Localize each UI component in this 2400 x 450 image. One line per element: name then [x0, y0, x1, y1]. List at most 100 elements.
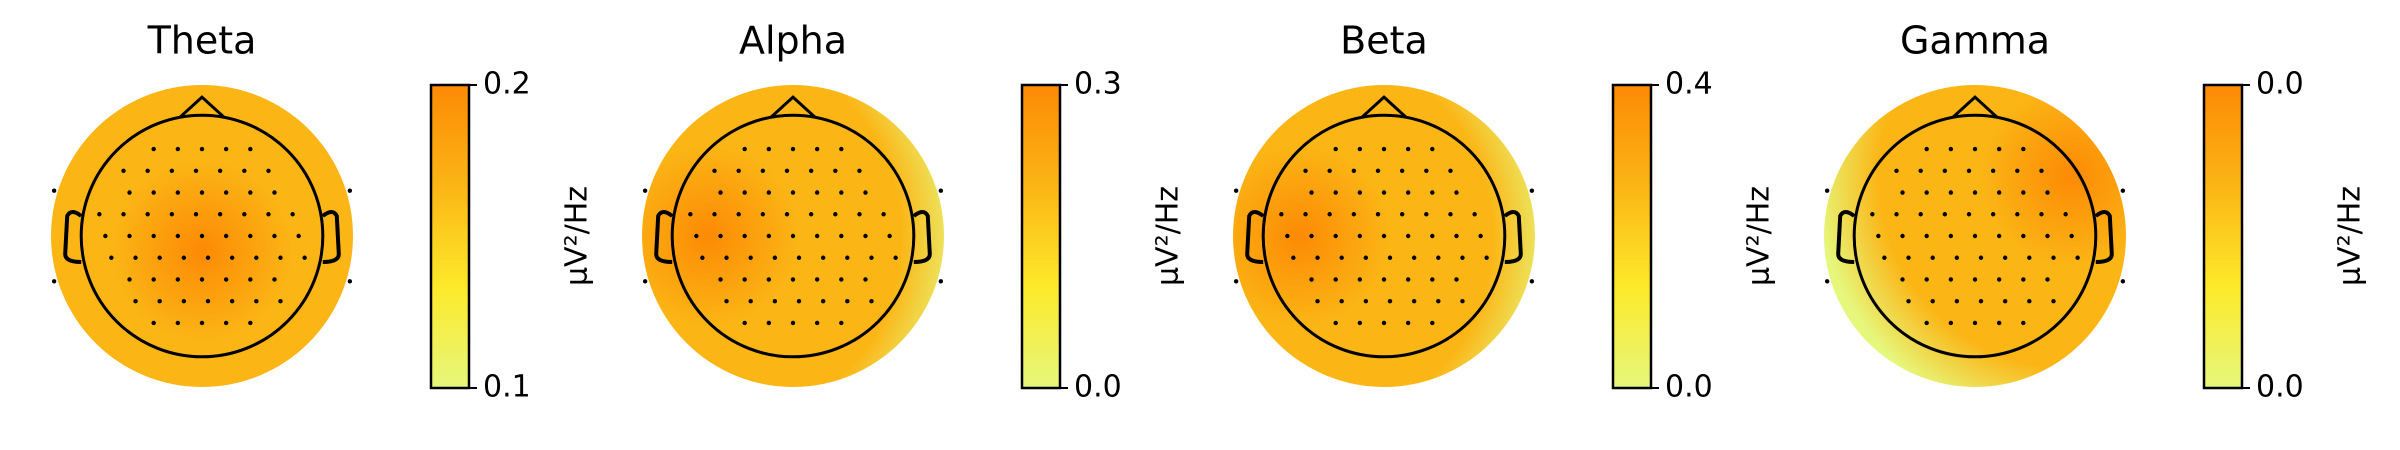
sensor: [1978, 299, 1984, 304]
sensor: [869, 255, 874, 260]
sensor: [1870, 212, 1875, 217]
title: Beta: [1340, 19, 1428, 63]
sensor: [863, 233, 868, 239]
sensor: [1924, 277, 1929, 282]
sensor: [712, 168, 717, 173]
colorbar-label: µV²/Hz: [2333, 186, 2368, 286]
sensor: [772, 299, 778, 304]
sensor: [1954, 299, 1960, 304]
sensor: [1996, 277, 2002, 282]
sensor: [724, 299, 729, 304]
sensor: [642, 279, 648, 284]
sensor: [1900, 233, 1905, 239]
sensor: [1894, 212, 1899, 217]
nose: [1360, 95, 1408, 119]
sensor: [1824, 188, 1830, 193]
sensor: [1824, 279, 1830, 284]
sensor: [814, 146, 820, 152]
sensor: [881, 212, 886, 217]
nose: [1951, 95, 1999, 119]
sensor: [248, 190, 253, 195]
sensor: [718, 190, 723, 195]
sensor: [103, 233, 108, 239]
sensor: [1448, 212, 1453, 217]
sensor: [718, 277, 723, 282]
sensor: [1454, 277, 1459, 282]
sensor: [2002, 299, 2008, 304]
sensor: [938, 188, 944, 193]
sensor: [1966, 212, 1972, 217]
sensor: [278, 255, 283, 260]
sensor: [2120, 188, 2126, 193]
sensor: [248, 277, 253, 282]
sensor: [1357, 277, 1363, 282]
sensor: [2027, 255, 2032, 260]
sensor: [857, 168, 862, 173]
sensor: [175, 320, 181, 326]
head: [670, 113, 916, 359]
sensor: [199, 233, 205, 239]
sensor: [742, 190, 747, 195]
sensor: [278, 299, 283, 304]
sensor: [1381, 277, 1387, 282]
sensor: [2069, 233, 2074, 239]
colorbar: [1020, 83, 1062, 390]
sensor: [248, 146, 253, 152]
sensor: [1333, 190, 1338, 195]
sensor: [893, 255, 898, 260]
sensor: [1357, 146, 1363, 152]
sensor: [1424, 168, 1429, 173]
sensor: [1351, 212, 1357, 217]
sensor: [2021, 277, 2026, 282]
sensor: [760, 168, 766, 173]
sensor: [229, 255, 235, 260]
sensor: [1996, 233, 2002, 239]
sensor: [1309, 190, 1314, 195]
sensor: [839, 277, 844, 282]
sensor: [820, 299, 826, 304]
sensor: [2021, 190, 2026, 195]
sensor: [724, 255, 729, 260]
ear: [1245, 210, 1265, 264]
sensor: [1924, 233, 1929, 239]
sensor: [1405, 146, 1411, 152]
sensor: [2039, 168, 2044, 173]
sensor: [1315, 299, 1320, 304]
sensor: [2045, 277, 2050, 282]
sensor: [109, 255, 114, 260]
sensor: [1924, 146, 1929, 152]
sensor: [1233, 188, 1239, 193]
sensor: [790, 146, 796, 152]
sensor: [748, 299, 753, 304]
ear: [654, 210, 674, 264]
sensor: [217, 212, 223, 217]
sensor: [157, 299, 162, 304]
sensor: [1333, 320, 1338, 326]
sensor: [2027, 299, 2032, 304]
sensor: [254, 299, 259, 304]
sensor: [199, 277, 205, 282]
head: [79, 113, 325, 359]
sensor: [1405, 190, 1411, 195]
sensor: [1900, 277, 1905, 282]
sensor: [121, 168, 126, 173]
sensor: [857, 212, 862, 217]
sensor: [193, 212, 199, 217]
colorbar-tick-label: 0.1: [483, 370, 531, 405]
colorbar-tick-label: 0.2: [483, 67, 531, 102]
sensor: [1430, 233, 1435, 239]
sensor: [808, 168, 814, 173]
sensor: [1930, 299, 1935, 304]
sensor: [2045, 233, 2050, 239]
sensor: [694, 233, 699, 239]
sensor: [718, 233, 723, 239]
sensor: [1996, 146, 2002, 152]
sensor: [1381, 146, 1387, 152]
sensor: [742, 277, 747, 282]
sensor: [808, 212, 814, 217]
sensor: [1303, 168, 1308, 173]
sensor: [2051, 299, 2056, 304]
sensor: [133, 299, 138, 304]
sensor: [1363, 299, 1369, 304]
